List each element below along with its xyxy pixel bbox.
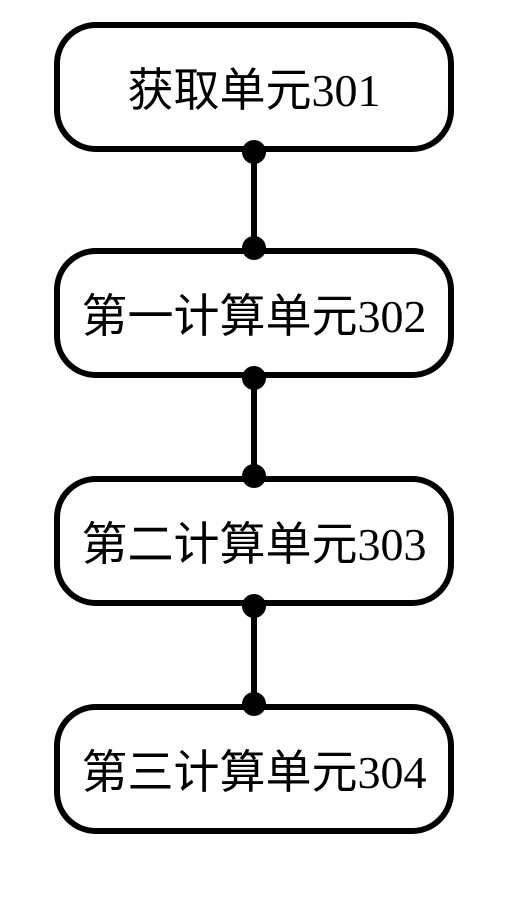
flow-node-label: 获取单元301 (128, 54, 381, 120)
flow-connector-line (251, 378, 257, 476)
flow-connector-dot (242, 692, 266, 716)
flow-node-label: 第三计算单元304 (82, 736, 427, 802)
flow-connector-line (251, 606, 257, 704)
flow-node-label: 第二计算单元303 (82, 508, 427, 574)
flow-node-label: 第一计算单元302 (82, 280, 427, 346)
flow-node: 获取单元301 (54, 22, 454, 152)
flow-node: 第三计算单元304 (54, 704, 454, 834)
flow-connector-dot (242, 236, 266, 260)
flowchart: 获取单元301 第一计算单元302 第二计算单元303 第三计算单元304 (0, 0, 505, 912)
flow-node: 第二计算单元303 (54, 476, 454, 606)
flow-connector-dot (242, 464, 266, 488)
flow-connector-dot (242, 594, 266, 618)
flow-connector-line (251, 152, 257, 248)
flow-connector-dot (242, 140, 266, 164)
flow-node: 第一计算单元302 (54, 248, 454, 378)
flow-connector-dot (242, 366, 266, 390)
